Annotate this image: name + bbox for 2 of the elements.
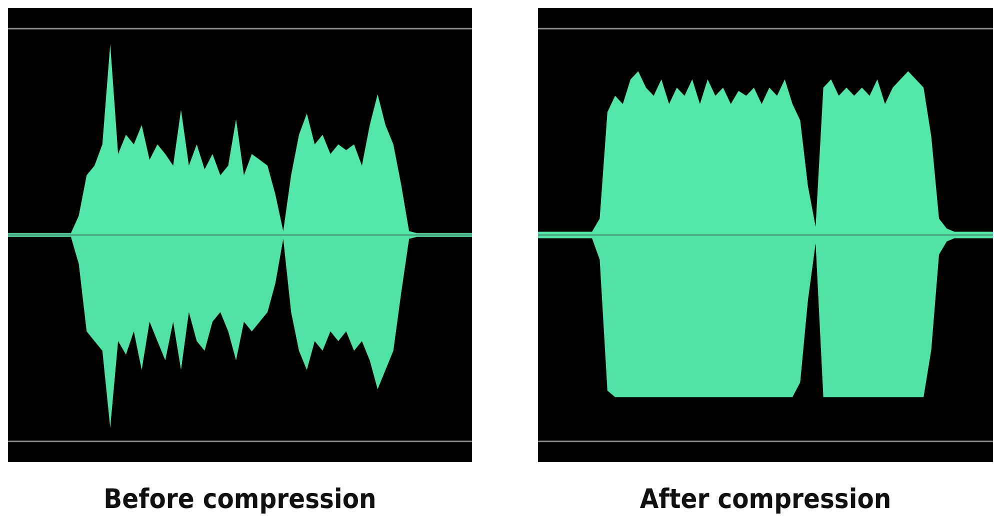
text: Before compression	[104, 484, 376, 515]
text: After compression	[640, 484, 892, 515]
